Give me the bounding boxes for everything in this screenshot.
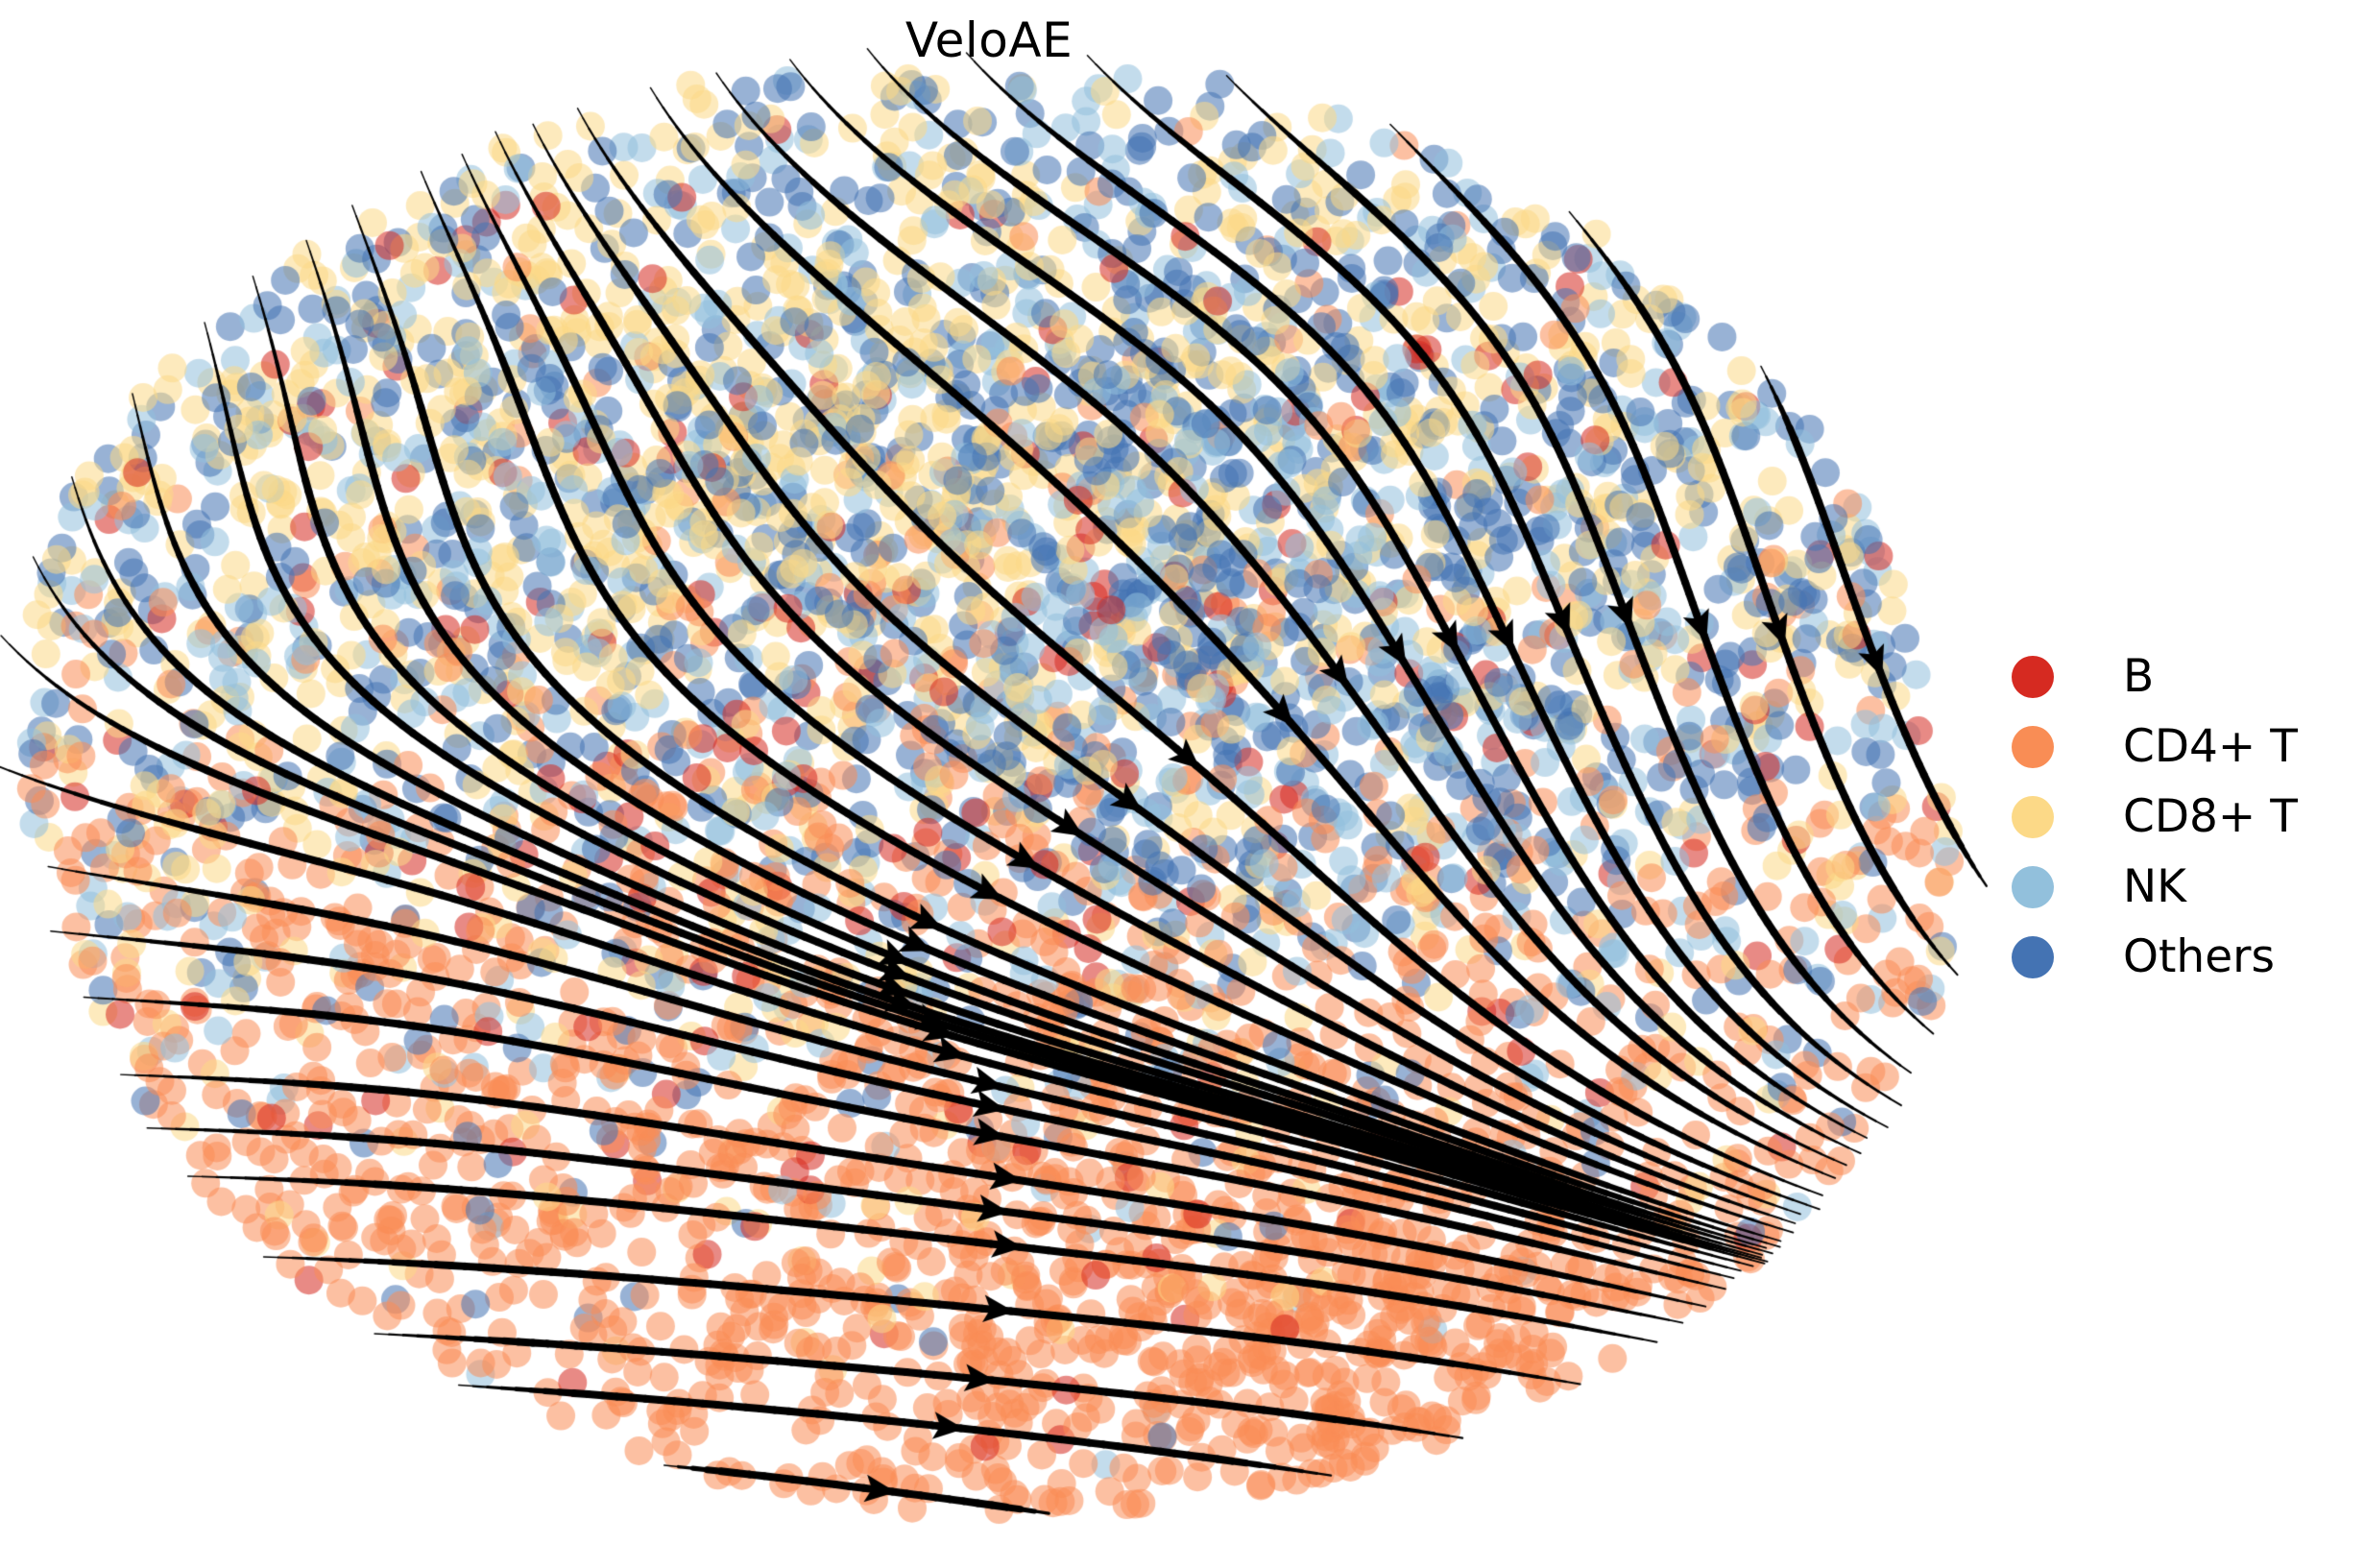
page-title: VeloAE (905, 12, 1073, 68)
legend-item-cd4-t[interactable]: CD4+ T (2012, 712, 2357, 782)
legend-item-cd8-t[interactable]: CD8+ T (2012, 782, 2357, 852)
legend-item-b[interactable]: B (2012, 641, 2357, 712)
legend-item-nk[interactable]: NK (2012, 852, 2357, 922)
legend-marker-b-icon (2012, 655, 2054, 698)
legend-marker-cd4-t-icon (2012, 725, 2054, 768)
legend-marker-nk-icon (2012, 865, 2054, 908)
legend-marker-cd8-t-icon (2012, 795, 2054, 838)
legend-label-others: Others (2123, 930, 2275, 983)
legend-label-cd4-t: CD4+ T (2123, 720, 2298, 773)
legend-label-nk: NK (2123, 860, 2186, 913)
legend: B CD4+ T CD8+ T NK Others (2012, 641, 2357, 992)
legend-label-b: B (2123, 650, 2155, 703)
legend-label-cd8-t: CD8+ T (2123, 790, 2298, 843)
legend-item-others[interactable]: Others (2012, 922, 2357, 992)
legend-marker-others-icon (2012, 935, 2054, 978)
